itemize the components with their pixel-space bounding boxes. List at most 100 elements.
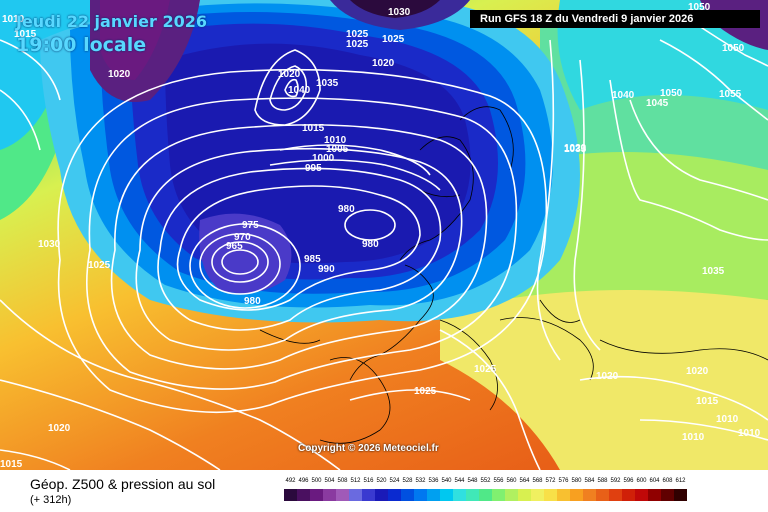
legend-swatch [323, 489, 336, 501]
legend-swatch [297, 489, 310, 501]
isobar-label: 1035 [564, 144, 587, 155]
legend-swatch [336, 489, 349, 501]
isobar-label: 1010 [324, 135, 347, 146]
legend-value: 492 [285, 478, 296, 484]
trough-navy [165, 43, 471, 264]
legend-swatch [544, 489, 557, 501]
legend-swatch [284, 489, 297, 501]
isobar-label: 1025 [88, 260, 111, 271]
isobar-label: 1050 [688, 2, 711, 13]
isobar-label: 1000 [312, 153, 335, 164]
isobar-label: 975 [242, 220, 259, 231]
legend-swatch [570, 489, 583, 501]
isobar-label: 1025 [346, 29, 369, 40]
trough-indigo-south [199, 213, 292, 294]
legend-value: 592 [610, 478, 621, 484]
isobar-label: 990 [318, 264, 335, 275]
field-cyan-west [0, 0, 130, 150]
product-title: Géop. Z500 & pression au sol [30, 476, 216, 492]
isobar-label: 1030 [388, 7, 411, 18]
trough-darkpurple-n [350, 0, 440, 18]
isobar-label: 1015 [302, 123, 325, 134]
isobar-label: 1050 [660, 88, 683, 99]
legend-swatch [310, 489, 323, 501]
legend-value: 572 [545, 478, 556, 484]
legend-swatch [388, 489, 401, 501]
legend-swatch [362, 489, 375, 501]
isobar-label: 1035 [316, 78, 339, 89]
legend-swatch [609, 489, 622, 501]
legend-labels: 492 496 500 504 508 512 516 520 524 528 532 536 540 5… [284, 478, 752, 488]
legend-swatch [492, 489, 505, 501]
isobar-label: 1035 [702, 266, 725, 277]
isobar-label: 1010 [738, 428, 761, 439]
legend-value: 556 [493, 478, 504, 484]
legend-value: 552 [480, 478, 491, 484]
legend-value: 516 [363, 478, 374, 484]
legend-value: 596 [623, 478, 634, 484]
isobar-label: 1020 [564, 143, 587, 154]
legend-value: 500 [311, 478, 322, 484]
legend-value: 564 [519, 478, 530, 484]
isobar-label: 1010 [2, 14, 25, 25]
weather-map: 1010 1015 1030 1025 1020 1050 1025 1020 … [0, 0, 768, 470]
isobar-label: 980 [362, 239, 379, 250]
legend-swatch [414, 489, 427, 501]
legend-swatch [674, 489, 687, 501]
isobar-label: 1025 [382, 34, 405, 45]
legend-value: 612 [675, 478, 686, 484]
legend-swatch [375, 489, 388, 501]
legend-swatch [518, 489, 531, 501]
isobar-label: 1040 [288, 85, 311, 96]
legend-bar [284, 489, 752, 501]
legend-value: 580 [571, 478, 582, 484]
legend-value: 532 [415, 478, 426, 484]
legend-value: 604 [649, 478, 660, 484]
isobar-label: 1045 [646, 98, 669, 109]
coastlines [259, 106, 768, 444]
legend-value: 588 [597, 478, 608, 484]
isobar-label: 1025 [474, 364, 497, 375]
forecast-date: Jeudi 22 janvier 2026 [16, 12, 207, 31]
legend-value: 508 [337, 478, 348, 484]
legend-value: 600 [636, 478, 647, 484]
legend-swatch [349, 489, 362, 501]
legend-value: 528 [402, 478, 413, 484]
color-legend: 492 496 500 504 508 512 516 520 524 528 532 536 540 5… [284, 478, 752, 501]
isobar-label: 1015 [696, 396, 719, 407]
legend-swatch [466, 489, 479, 501]
legend-value: 548 [467, 478, 478, 484]
isobar-label: 1020 [596, 371, 619, 382]
trough-violet-nw [100, 0, 170, 80]
legend-value: 512 [350, 478, 361, 484]
legend-swatch [453, 489, 466, 501]
legend-swatch [622, 489, 635, 501]
forecast-time: 19:00 locale [16, 34, 147, 56]
legend-value: 524 [389, 478, 400, 484]
isobar-label: 970 [234, 232, 251, 243]
legend-swatch [427, 489, 440, 501]
legend-value: 584 [584, 478, 595, 484]
isobar-label: 1020 [686, 366, 709, 377]
isobar-label: 1015 [0, 459, 23, 470]
legend-swatch [635, 489, 648, 501]
legend-value: 540 [441, 478, 452, 484]
legend-value: 560 [506, 478, 517, 484]
legend-swatch [583, 489, 596, 501]
legend-swatch [531, 489, 544, 501]
isobar-label: 1055 [719, 89, 742, 100]
isobar-label: 1050 [722, 43, 745, 54]
legend-value: 496 [298, 478, 309, 484]
pressure-labels: 1010 1015 1030 1025 1020 1050 1025 1020 … [0, 2, 761, 470]
legend-value: 576 [558, 478, 569, 484]
isobar-label: 980 [244, 296, 261, 307]
legend-value: 520 [376, 478, 387, 484]
legend-value: 608 [662, 478, 673, 484]
legend-value: 536 [428, 478, 439, 484]
footer: Géop. Z500 & pression au sol (+ 312h) 49… [0, 470, 768, 512]
isobars [0, 19, 768, 470]
isobar-label: 1010 [716, 414, 739, 425]
isobar-label: 965 [226, 241, 243, 252]
lead-time: (+ 312h) [30, 494, 72, 506]
run-info: Run GFS 18 Z du Vendredi 9 janvier 2026 [470, 10, 760, 28]
